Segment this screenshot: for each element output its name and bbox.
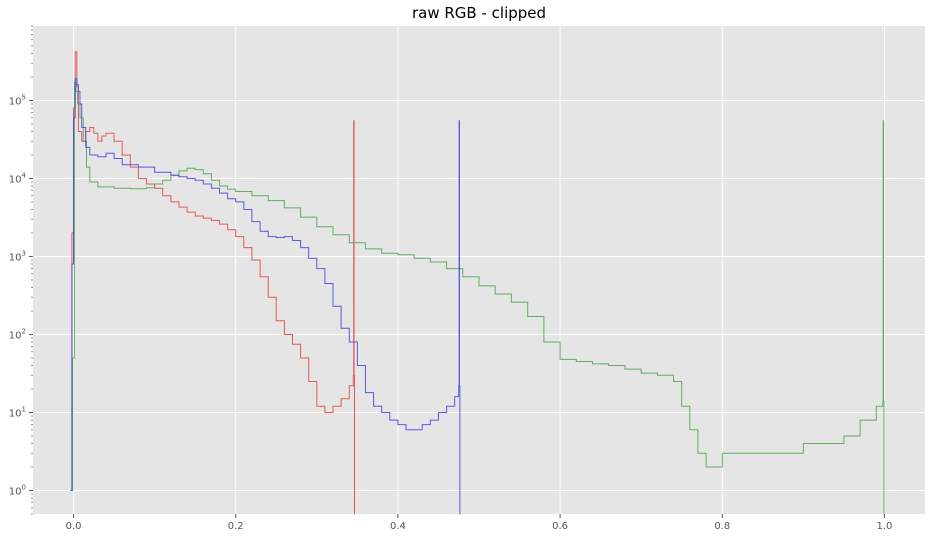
series-lines (70, 51, 885, 515)
x-tick-label: 1.0 (877, 521, 893, 532)
y-tick-label: 102 (9, 327, 26, 341)
axis-ticks: 0.0 0.2 0.4 0.6 0.8 1.0 100 101 102 103 104 105 (9, 25, 893, 532)
y-tick-label: 104 (9, 171, 27, 185)
x-tick-label: 0.8 (714, 521, 730, 532)
y-tick-label: 103 (9, 249, 26, 263)
x-tick-label: 0.2 (228, 521, 244, 532)
series-line-blue (70, 78, 461, 515)
x-tick-label: 0.4 (390, 521, 406, 532)
chart-title: raw RGB - clipped (412, 4, 546, 22)
y-tick-label: 105 (9, 93, 26, 107)
y-tick-label: 100 (9, 484, 26, 498)
y-tick-label: 101 (9, 406, 26, 420)
series-line-red (70, 51, 355, 515)
x-tick-label: 0.0 (66, 521, 82, 532)
x-tick-label: 0.6 (552, 521, 568, 532)
series-line-green (71, 82, 885, 515)
grid-lines (33, 26, 925, 514)
plot-background (33, 26, 925, 514)
